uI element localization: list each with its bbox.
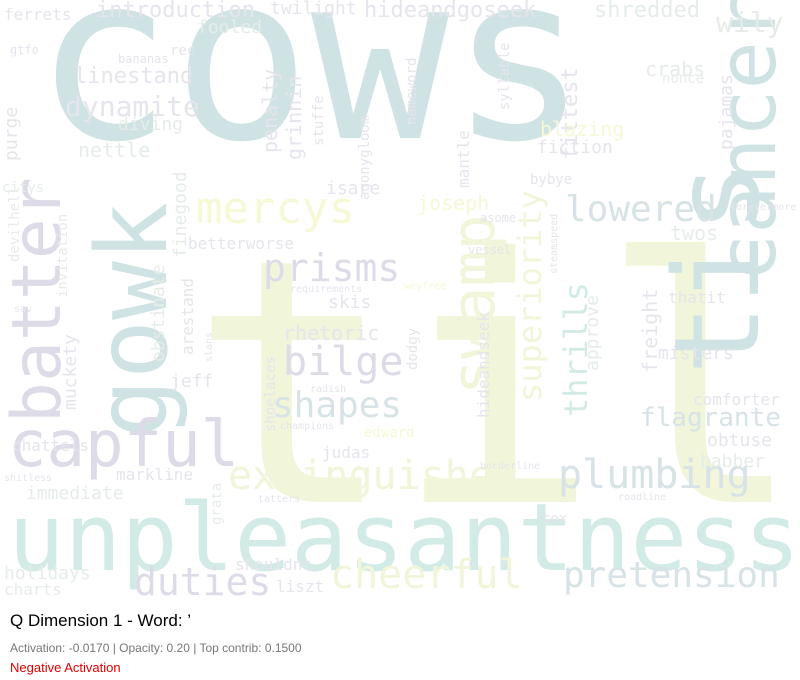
cloud-word: skis	[328, 292, 372, 313]
cloud-word: rec	[170, 43, 196, 59]
cloud-word: cox	[542, 511, 568, 527]
cloud-word: tatters	[258, 494, 301, 505]
cloud-word: holidays	[4, 563, 91, 584]
cloud-word: nonce	[662, 71, 705, 87]
cloud-word: judas	[322, 443, 371, 462]
cloud-word: babber	[700, 451, 766, 472]
cloud-word: muckety	[60, 334, 81, 410]
cloud-word: flagrante	[640, 403, 781, 433]
cloud-word: approve	[582, 295, 603, 371]
cloud-word: shapes	[272, 385, 403, 426]
cloud-word: champions	[280, 421, 335, 432]
cloud-word: edward	[364, 425, 415, 441]
cloud-word: dynamite	[65, 90, 200, 123]
cloud-word: devilhell	[7, 186, 23, 262]
cloud-word: plumbing	[558, 452, 751, 498]
cloud-word: isare	[326, 178, 381, 199]
cloud-word: vessel	[468, 243, 512, 257]
cloud-word: grata	[209, 482, 225, 525]
cloud-word: shouldnt	[235, 555, 313, 574]
cloud-word: pajamas	[716, 74, 737, 150]
cloud-word: misters	[658, 343, 734, 364]
cloud-word: dodgy	[405, 327, 421, 370]
cloud-word: hideandgoseek	[364, 0, 537, 23]
cloud-word: crabs	[645, 57, 706, 81]
cloud-word: superiority	[511, 190, 549, 402]
cloud-word: shredded	[594, 0, 700, 23]
cloud-word: charts	[4, 580, 62, 599]
cloud-word: steamspeed	[549, 213, 560, 274]
cloud-word: nameword	[404, 57, 420, 125]
word-cloud: cows til tis unpleasantness gowk cancer batter…	[0, 0, 800, 600]
cloud-word: ferrets	[4, 5, 72, 24]
cloud-word: immediate	[26, 483, 124, 504]
cloud-word: chattels	[12, 436, 90, 455]
cloud-word: citys	[2, 180, 45, 196]
cloud-word: capful	[8, 408, 240, 482]
cloud-word: prisms	[263, 246, 401, 290]
cloud-word: jeff	[170, 371, 214, 392]
cloud-word: markline	[116, 465, 194, 484]
cloud-word: pretension	[563, 555, 780, 596]
cloud-word: fooled	[197, 17, 263, 38]
cloud-word: twilight	[270, 0, 357, 19]
cloud-word: bilge	[283, 339, 404, 385]
cloud-word: linestand	[74, 64, 194, 89]
cloud-word: shitless	[4, 473, 53, 484]
cloud-word: cheerful	[330, 552, 523, 598]
cloud-word: bananas	[118, 52, 169, 66]
cloud-word: unpleasantness	[8, 484, 800, 593]
cloud-word: roadline	[618, 492, 667, 503]
cloud-word: weyfree	[404, 281, 447, 292]
cloud-word: arestand	[178, 277, 197, 355]
cloud-word: syllable	[497, 42, 513, 110]
cloud-word: thatit	[668, 288, 726, 307]
cloud-word: forevermore	[730, 202, 797, 213]
cloud-word: blazing	[540, 117, 625, 141]
cloud-word: obstinate	[148, 264, 169, 362]
cloud-word: fiction	[537, 137, 613, 158]
cloud-word: rhetoric	[283, 321, 380, 345]
cloud-word: comforter	[693, 390, 780, 409]
cloud-word: gtfo	[10, 43, 39, 57]
cloud-word: mercys	[196, 183, 355, 234]
cloud-word: introduction	[96, 0, 255, 23]
cloud-word: invitation	[55, 213, 71, 298]
cloud-word: penalty	[258, 68, 282, 153]
cloud-word: freight	[638, 288, 662, 373]
cloud-word: slans	[204, 331, 215, 362]
cloud-word: diving	[118, 114, 184, 135]
cloud-word: joseph	[417, 191, 490, 215]
cloud-word: requirements	[290, 284, 363, 295]
stats-line: Activation: -0.0170 | Opacity: 0.20 | To…	[10, 641, 302, 655]
cloud-word: til	[190, 187, 800, 583]
plot-title: Q Dimension 1 - Word: ’	[10, 611, 192, 630]
cloud-word: agonygloom	[357, 115, 373, 200]
cloud-word: radish	[310, 384, 347, 395]
cloud-word: sav	[14, 304, 33, 315]
cloud-word: borderline	[480, 461, 541, 472]
cloud-word: twos	[670, 221, 719, 245]
cloud-word: liszt	[276, 577, 325, 596]
activation-sign-label: Negative Activation	[10, 660, 121, 675]
cloud-word: duties	[134, 560, 272, 600]
cloud-word: hideandseek	[474, 312, 493, 418]
cloud-word: purge	[1, 106, 22, 161]
cloud-word: wily	[716, 6, 784, 39]
cloud-word: cows	[34, 0, 588, 193]
cloud-word: bybye	[530, 172, 573, 188]
cloud-word: extinguisher	[228, 453, 517, 499]
cloud-word: grinnin	[282, 75, 306, 160]
cloud-word: lowered	[565, 189, 717, 230]
cloud-word: betterworse	[188, 234, 294, 253]
cloud-word: nettle	[78, 138, 151, 162]
cloud-word: stuffe	[311, 95, 327, 146]
cloud-word: obtuse	[707, 430, 773, 451]
cloud-word: shoelaces	[263, 356, 279, 432]
cloud-word: asome	[480, 211, 517, 225]
cloud-word: mantle	[454, 130, 473, 188]
